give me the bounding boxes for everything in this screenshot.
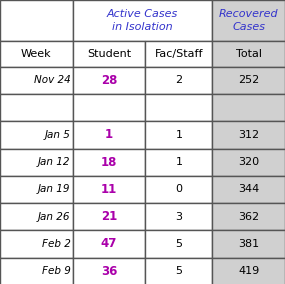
Bar	[212, 149, 285, 176]
Text: Jan 12: Jan 12	[38, 157, 70, 167]
Bar	[0, 41, 73, 67]
Bar	[73, 258, 145, 284]
Bar	[73, 230, 145, 258]
Bar	[212, 0, 285, 41]
Bar	[145, 258, 212, 284]
Text: 5: 5	[175, 239, 182, 249]
Text: Fac/Staff: Fac/Staff	[154, 49, 203, 59]
Text: 1: 1	[105, 128, 113, 141]
Bar	[212, 94, 285, 121]
Bar	[212, 258, 285, 284]
Text: Total: Total	[236, 49, 262, 59]
Text: Jan 19: Jan 19	[38, 184, 70, 195]
Bar	[0, 67, 73, 94]
Text: 320: 320	[238, 157, 259, 167]
Text: 5: 5	[175, 266, 182, 276]
Text: 1: 1	[175, 130, 182, 140]
Bar	[73, 121, 145, 149]
Text: Feb 2: Feb 2	[42, 239, 70, 249]
Bar	[73, 176, 145, 203]
Bar	[73, 0, 212, 41]
Text: 419: 419	[238, 266, 259, 276]
Text: 11: 11	[101, 183, 117, 196]
Bar	[212, 121, 285, 149]
Text: 312: 312	[238, 130, 259, 140]
Text: Feb 9: Feb 9	[42, 266, 70, 276]
Text: 2: 2	[175, 75, 182, 85]
Text: 362: 362	[238, 212, 259, 222]
Text: 47: 47	[101, 237, 117, 250]
Bar	[212, 67, 285, 94]
Bar	[73, 149, 145, 176]
Text: 21: 21	[101, 210, 117, 223]
Bar	[212, 203, 285, 230]
Bar	[145, 121, 212, 149]
Bar	[73, 67, 145, 94]
Bar	[73, 94, 145, 121]
Bar	[0, 176, 73, 203]
Bar	[145, 67, 212, 94]
Text: Recovered
Cases: Recovered Cases	[219, 9, 278, 32]
Bar	[0, 121, 73, 149]
Bar	[145, 149, 212, 176]
Bar	[145, 94, 212, 121]
Bar	[0, 258, 73, 284]
Text: 18: 18	[101, 156, 117, 169]
Bar	[145, 230, 212, 258]
Text: 3: 3	[175, 212, 182, 222]
Bar	[145, 203, 212, 230]
Text: 36: 36	[101, 265, 117, 278]
Text: 252: 252	[238, 75, 259, 85]
Bar	[0, 94, 73, 121]
Text: Active Cases
in Isolation: Active Cases in Isolation	[107, 9, 178, 32]
Text: Student: Student	[87, 49, 131, 59]
Bar	[73, 203, 145, 230]
Text: Jan 5: Jan 5	[44, 130, 70, 140]
Bar	[0, 203, 73, 230]
Text: 381: 381	[238, 239, 259, 249]
Bar	[145, 176, 212, 203]
Bar	[145, 41, 212, 67]
Text: 344: 344	[238, 184, 259, 195]
Bar	[0, 149, 73, 176]
Bar	[0, 230, 73, 258]
Bar	[73, 41, 145, 67]
Bar	[212, 176, 285, 203]
Bar	[0, 0, 73, 41]
Text: 0: 0	[175, 184, 182, 195]
Text: 1: 1	[175, 157, 182, 167]
Bar	[212, 41, 285, 67]
Text: Nov 24: Nov 24	[34, 75, 70, 85]
Bar	[212, 230, 285, 258]
Text: Jan 26: Jan 26	[38, 212, 70, 222]
Text: 28: 28	[101, 74, 117, 87]
Text: Week: Week	[21, 49, 52, 59]
